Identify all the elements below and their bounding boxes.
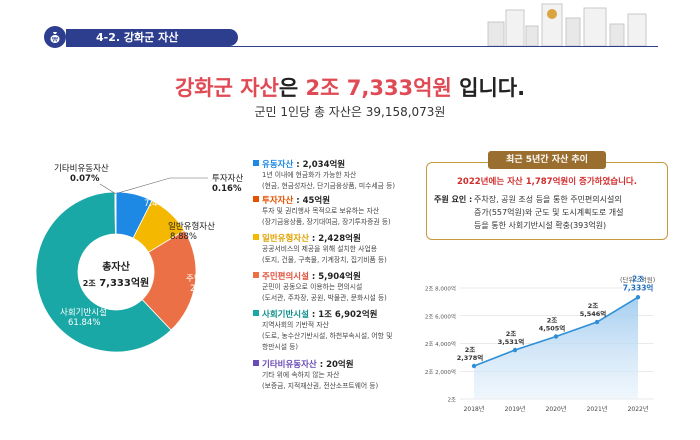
trend-tab-title: 최근 5년간 자산 추이	[488, 151, 606, 169]
legend-desc: 지역사회의 기반적 자산	[262, 321, 329, 329]
donut-label-pct: 8.88%	[170, 232, 198, 242]
y-tick-label: 2조	[447, 397, 456, 404]
donut-center-title: 총자산	[102, 262, 130, 273]
legend-desc: (도서관, 주차장, 공원, 박물관, 문화시설 등)	[262, 294, 387, 302]
legend-desc: 공공서비스의 제공을 위해 설치한 사업용	[262, 245, 377, 253]
data-label: 2조	[632, 274, 644, 283]
x-tick-label: 2020년	[546, 405, 567, 413]
money-bag-icon: ₩	[44, 26, 66, 48]
legend-desc: (도로, 농수산기반시설, 하천부속시설, 어항 및	[262, 332, 393, 340]
donut-label-pct: 21.60%	[190, 284, 223, 294]
y-tick-label: 2조 6,000억	[425, 312, 456, 320]
donut-label-name: 주민편의시설	[186, 274, 233, 284]
legend-title: 기타비유동자산 : 20억원	[262, 360, 354, 370]
data-label: 2,378억	[457, 353, 484, 362]
donut-label-name: 기타비유동자산	[54, 164, 109, 174]
trend-reason-line: 등을 통한 사회기반시설 확충(393억원)	[474, 221, 607, 230]
donut-center-value-prefix: 2조	[82, 279, 96, 288]
legend-desc: 항만시설 등)	[262, 343, 299, 351]
donut-label-pct: 0.16%	[212, 184, 242, 194]
legend-desc: (보증금, 지적재산권, 전산소프트웨어 등)	[262, 382, 379, 390]
trend-reason-line: 주차장, 공원 조성 등을 통한 주민편의시설의	[474, 195, 622, 204]
data-point	[635, 295, 641, 300]
legend-swatch	[253, 272, 259, 278]
donut-label-pct: 0.07%	[70, 174, 100, 184]
x-tick-label: 2022년	[628, 405, 649, 413]
legend-desc: 군민이 공동으로 이용하는 편의시설	[262, 283, 363, 291]
legend-title: 사회기반시설 : 1조 6,902억원	[262, 310, 378, 320]
legend-desc: (현금, 현금성자산, 단기금융상품, 미수세금 등)	[262, 182, 395, 190]
donut-center-value-amount: 7,333억원	[99, 278, 150, 289]
data-label: 7,333억	[623, 282, 654, 292]
data-label: 2조	[465, 346, 476, 354]
legend-title: 일반유형자산 : 2,428억원	[262, 234, 361, 244]
legend-swatch	[253, 160, 259, 166]
leader-line	[117, 177, 208, 194]
data-point	[512, 347, 518, 353]
data-label: 5,546억	[580, 309, 607, 318]
legend-desc: 기타 위에 속하지 않는 자산	[262, 371, 340, 379]
leader-line	[99, 183, 117, 195]
data-label: 3,531억	[498, 337, 525, 346]
data-label: 4,505억	[539, 323, 566, 332]
section-title: 4-2. 강화군 자산	[66, 29, 238, 46]
y-tick-label: 2조 4,000억	[425, 340, 456, 348]
donut-slice	[114, 191, 117, 235]
donut-label-name: 일반유형자산	[168, 222, 215, 232]
x-tick-label: 2018년	[464, 405, 485, 413]
headline: 강화군 자산은 2조 7,333억원 입니다.	[0, 72, 700, 102]
chart-unit: (단위 : 억원)	[620, 276, 656, 284]
x-tick-label: 2019년	[505, 405, 526, 413]
headline-particle: 은	[278, 76, 306, 100]
legend-desc: (장기금융상품, 장기대여금, 장기투자증권 등)	[262, 218, 391, 226]
data-point	[553, 334, 559, 339]
header-rule	[66, 46, 658, 47]
y-tick-label: 2조 8,000억	[425, 285, 456, 293]
legend-title: 투자자산 : 45억원	[262, 196, 331, 206]
trend-lead-text: 2022년에는 자산 1,787억원이 증가하였습니다.	[457, 177, 637, 187]
headline-amount: 2조 7,333억원	[305, 76, 452, 100]
donut-label-name: 유동자산	[142, 189, 174, 199]
x-tick-label: 2021년	[587, 405, 608, 413]
legend-swatch	[253, 360, 259, 366]
y-tick-label: 2조 2,000억	[425, 368, 456, 376]
trend-reason-key: 주원 요인 :	[434, 195, 473, 204]
donut-label-pct: 61.84%	[68, 318, 101, 328]
svg-text:₩: ₩	[52, 37, 58, 44]
legend-swatch	[253, 196, 259, 202]
legend-title: 주민편의시설 : 5,904억원	[262, 272, 361, 282]
legend-desc: (토지, 건물, 구축물, 기계장치, 집기비품 등)	[262, 256, 387, 264]
donut-label-name: 사회기반시설	[60, 308, 107, 318]
donut-hole	[79, 235, 153, 309]
legend-desc: 1년 이내에 현금화가 가능한 자산	[262, 171, 357, 179]
trend-reason-line: 증가(557억원)와 군도 및 도시계획도로 개설	[474, 208, 624, 217]
headline-suffix: 입니다.	[451, 76, 526, 100]
donut-slice	[35, 191, 172, 353]
legend-swatch	[253, 234, 259, 240]
data-label: 2조	[506, 330, 517, 338]
headline-subject: 강화군 자산	[174, 76, 279, 100]
donut-label-name: 투자자산	[212, 174, 244, 184]
data-label: 2조	[547, 316, 558, 324]
data-point	[471, 363, 477, 369]
legend-desc: 투자 및 권리행사 목적으로 보유하는 자산	[262, 207, 380, 215]
legend-swatch	[253, 310, 259, 316]
data-point	[594, 319, 600, 325]
donut-center-value: 2조 7,333억원	[76, 274, 156, 289]
city-skyline-icon	[487, 3, 647, 46]
data-label: 2조	[588, 302, 599, 310]
legend-title: 유동자산 : 2,034억원	[262, 160, 346, 170]
per-capita-text: 군민 1인당 총 자산은 39,158,073원	[254, 105, 446, 119]
donut-label-pct: 7.44%	[144, 199, 172, 209]
